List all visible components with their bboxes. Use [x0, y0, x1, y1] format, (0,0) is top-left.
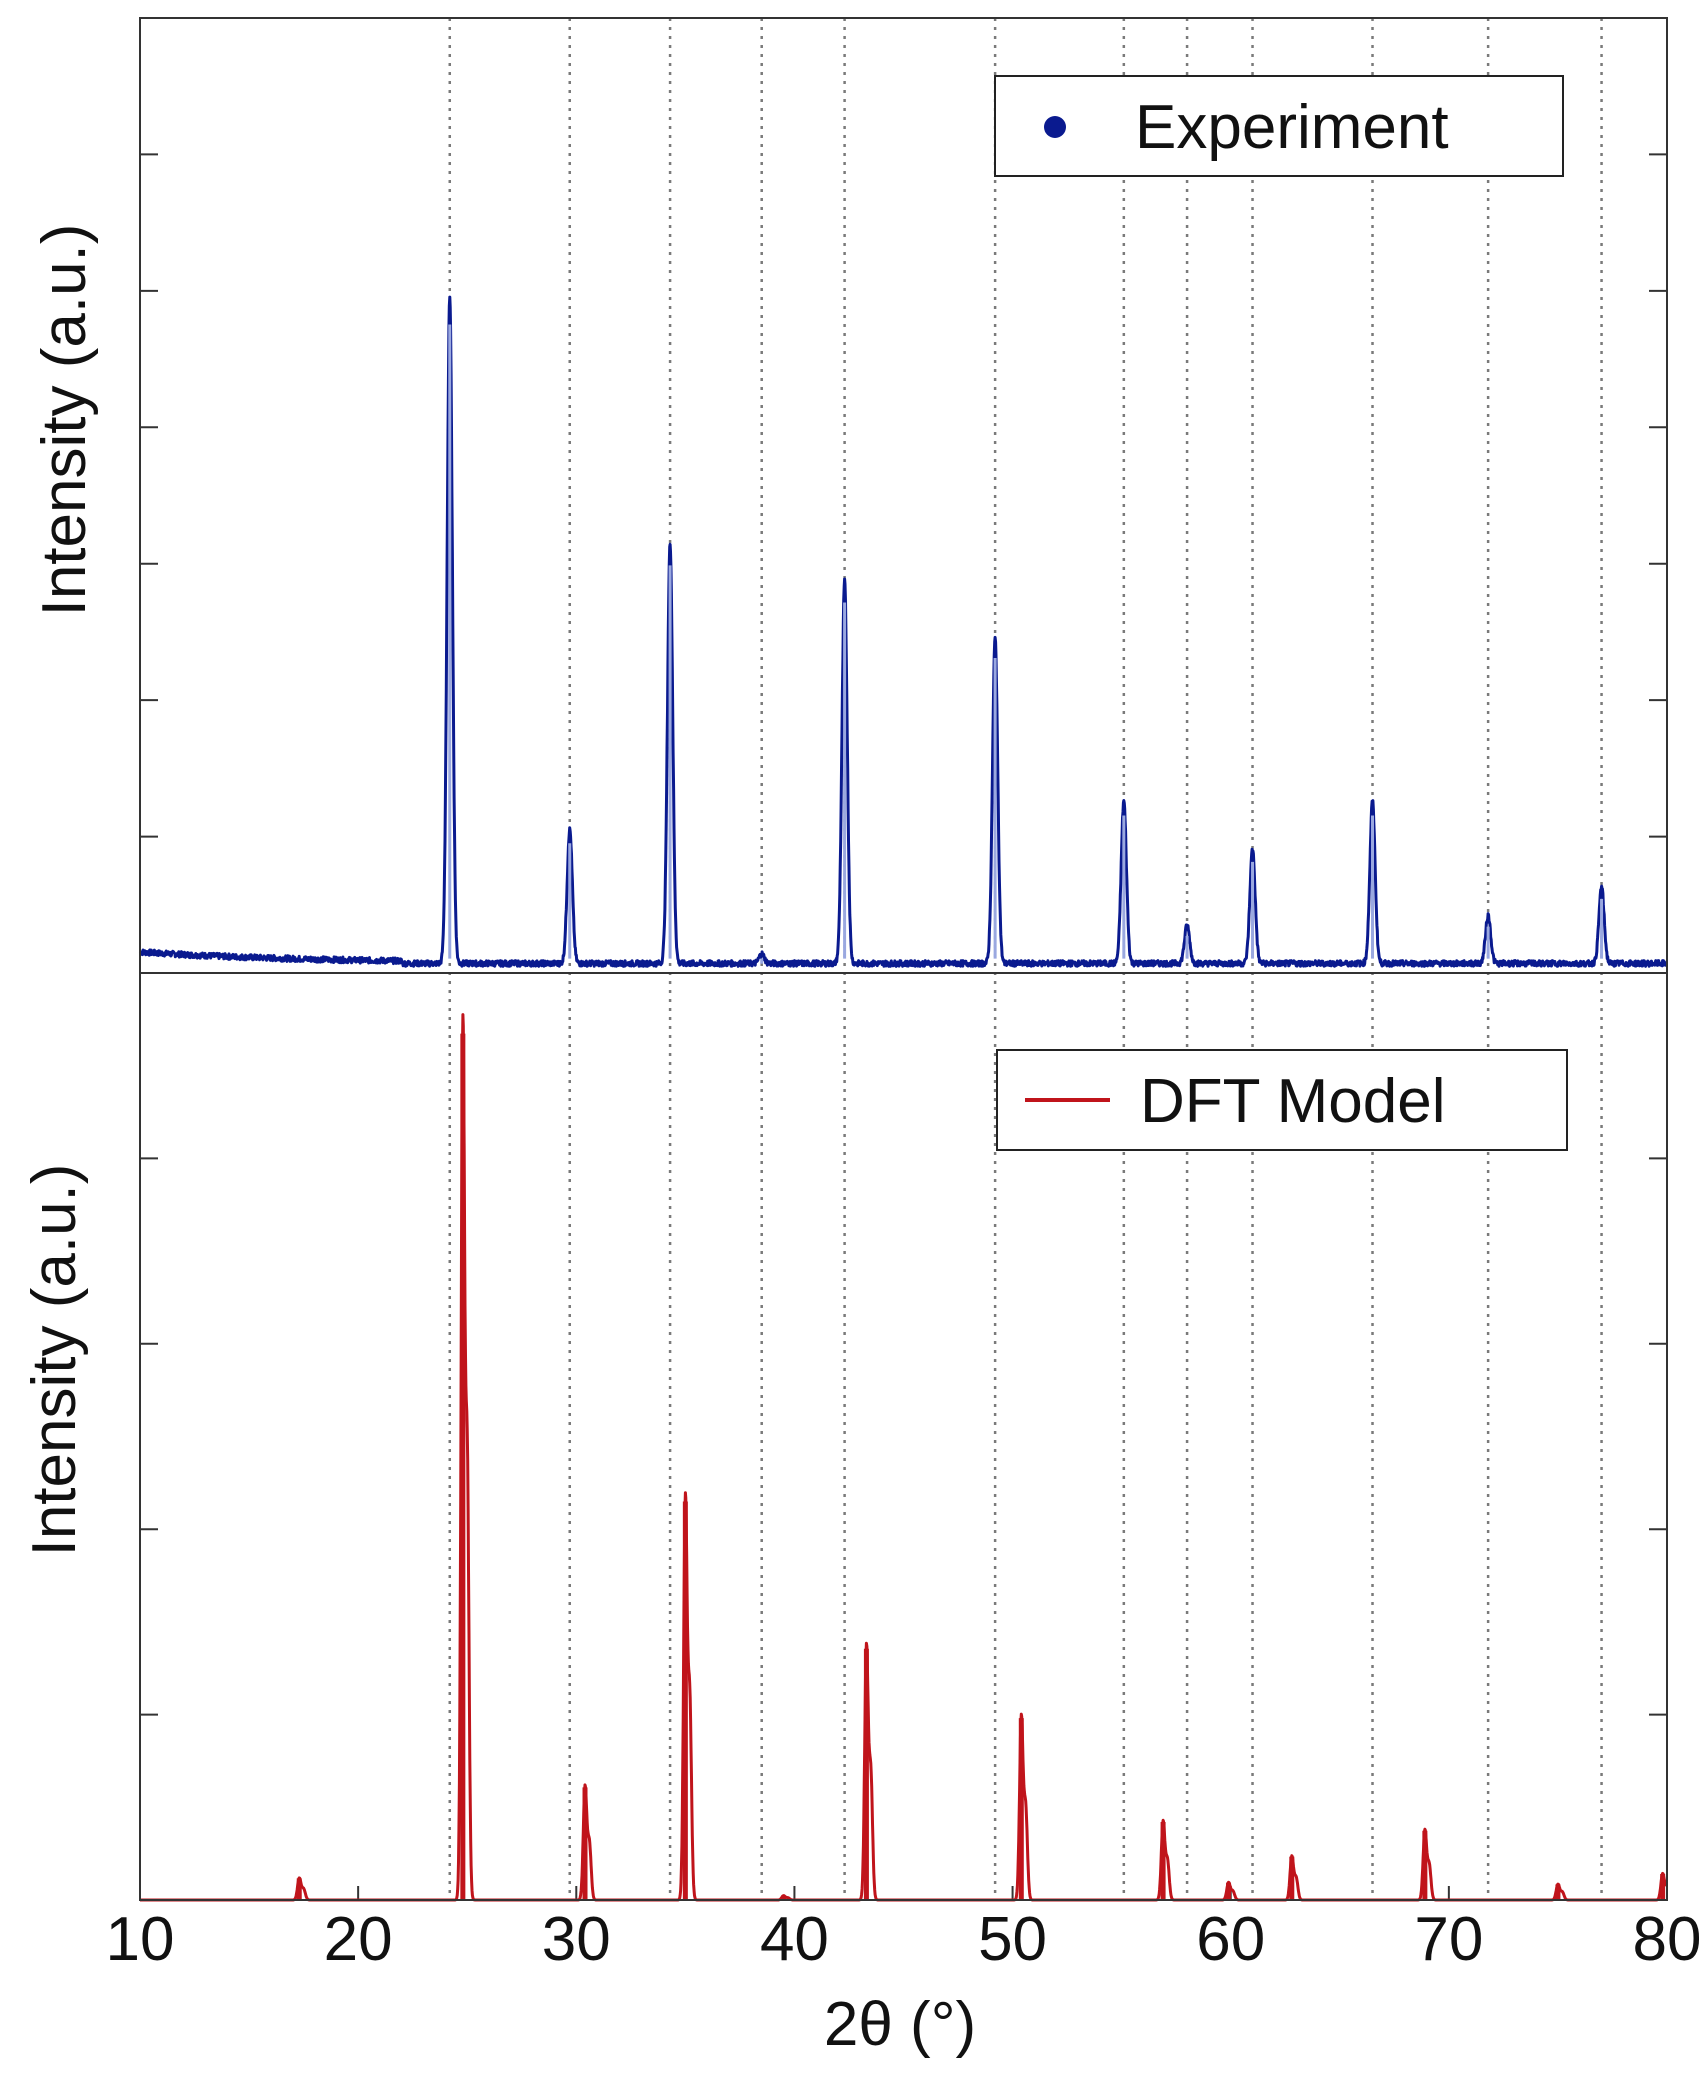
bottom-y-axis-label: Intensity (a.u.): [20, 1164, 89, 1557]
x-tick-label-30: 30: [542, 1905, 611, 1974]
top-y-axis-label: Intensity (a.u.): [30, 224, 99, 617]
x-tick-labels: 10 20 30 40 50 60 70 80: [106, 1905, 1699, 1974]
x-tick-label-20: 20: [324, 1905, 393, 1974]
bottom-panel-frame: [139, 972, 1668, 1901]
top-panel-ticks: [140, 153, 1667, 838]
x-tick-label-80: 80: [1633, 1905, 1699, 1974]
experiment-series: [138, 295, 1669, 968]
legend-label-dft-model: DFT Model: [1140, 1067, 1446, 1136]
bottom-panel-ticks: [139, 1157, 1668, 1900]
dft-legend: DFT Model: [996, 1049, 1568, 1151]
legend-label-experiment: Experiment: [1135, 93, 1449, 162]
legend-dot-marker: [1044, 116, 1066, 138]
x-tick-label-70: 70: [1414, 1905, 1483, 1974]
reference-lines: [448, 18, 1603, 1900]
x-tick-label-10: 10: [106, 1905, 175, 1974]
x-tick-label-60: 60: [1196, 1905, 1265, 1974]
experiment-legend: Experiment: [994, 75, 1564, 177]
legend-box: [994, 75, 1564, 177]
x-axis-label: 2θ (°): [824, 1990, 976, 2059]
experiment-line: [138, 295, 1669, 968]
x-tick-label-50: 50: [978, 1905, 1047, 1974]
x-tick-label-40: 40: [760, 1905, 829, 1974]
